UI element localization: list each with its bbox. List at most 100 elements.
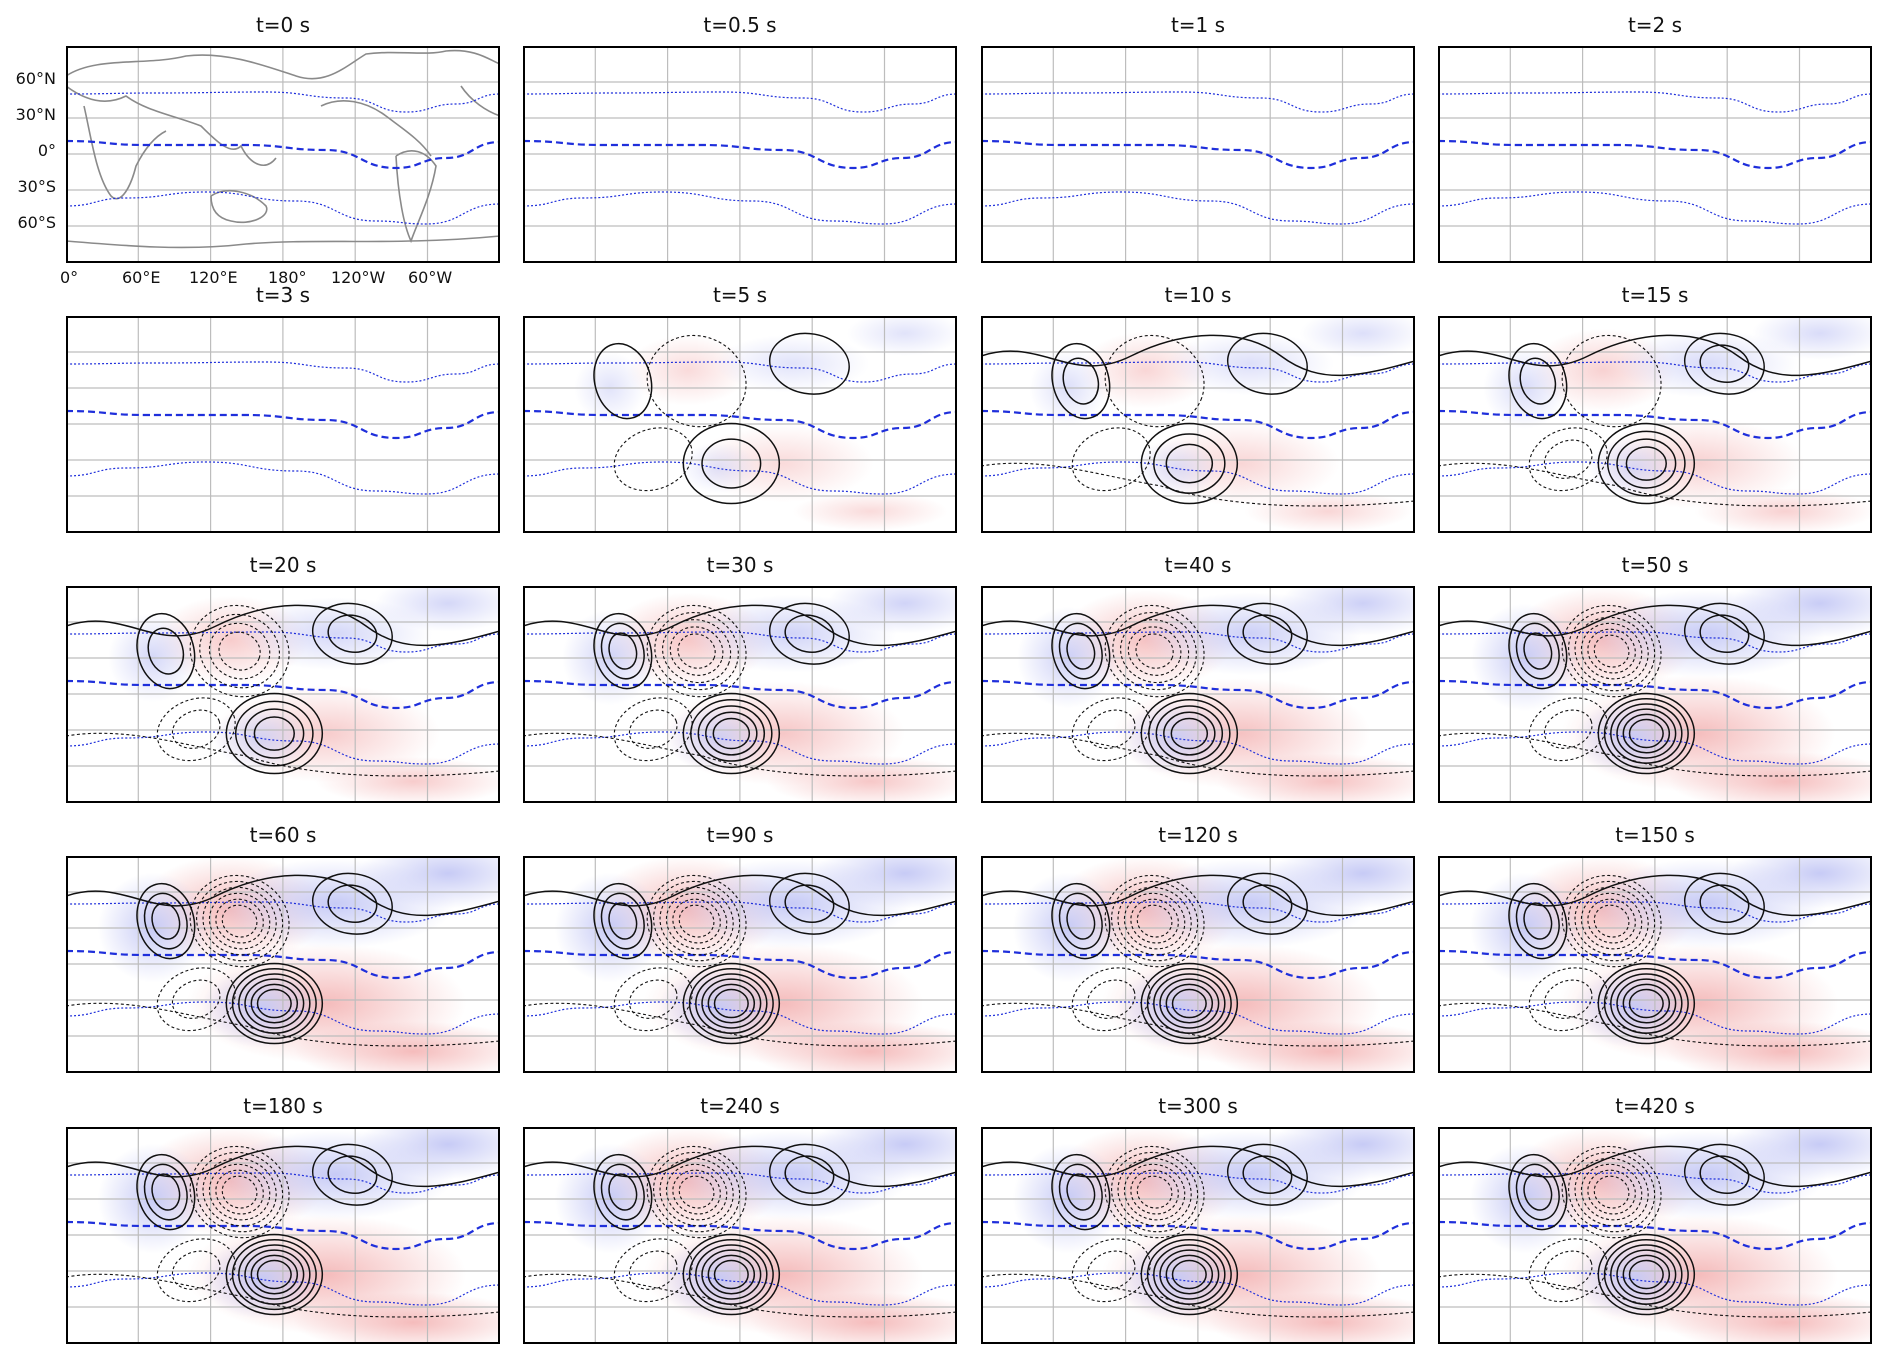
map-plot <box>523 316 957 533</box>
solid-contour <box>1438 604 1872 647</box>
solid-contour <box>151 902 181 940</box>
graticule-grid <box>523 316 957 533</box>
lon-tick-60e: 60°E <box>122 268 161 287</box>
solid-contour <box>225 962 324 1045</box>
solid-contour <box>1438 1145 1872 1188</box>
panel-title: t=60 s <box>249 823 317 847</box>
solid-contour <box>1597 692 1696 775</box>
solid-contour <box>1165 1254 1214 1295</box>
solid-contour <box>1610 703 1683 764</box>
solid-contour <box>1515 892 1560 950</box>
reference-lines <box>66 91 500 225</box>
dashed-contour <box>1568 610 1656 692</box>
lower-reference-line <box>523 461 957 495</box>
dashed-contour <box>1086 979 1136 1019</box>
central-reference-line <box>523 139 957 170</box>
solid-contour <box>1153 973 1226 1034</box>
central-reference-line <box>1438 409 1872 440</box>
lat-tick-0: 0° <box>37 141 56 160</box>
map-plot <box>66 856 500 1073</box>
dashed-contour <box>1543 979 1593 1019</box>
map-plot <box>523 46 957 263</box>
lower-reference-line <box>1438 731 1872 765</box>
solid-contour <box>695 1244 768 1305</box>
solid-contour <box>1438 334 1872 377</box>
lon-tick-0: 0° <box>60 268 79 287</box>
solid-contour <box>66 1145 500 1188</box>
panel-title: t=15 s <box>1621 283 1689 307</box>
panel-frame <box>981 46 1415 263</box>
solid-contour <box>1163 711 1216 756</box>
panel-14: t=120 s <box>981 823 1415 1073</box>
solid-contour <box>1170 717 1209 750</box>
panel-frame <box>523 586 957 803</box>
solid-contour <box>1628 1259 1664 1290</box>
dashed-contour <box>66 1273 500 1318</box>
dashed-contour <box>208 892 271 950</box>
panel-0: t=0 s <box>66 13 500 263</box>
dashed-contour <box>981 1273 1415 1318</box>
negative-anomaly-shading <box>1751 316 1872 360</box>
dashed-contour <box>1123 892 1186 950</box>
solid-contour <box>608 632 638 670</box>
solid-contour <box>1146 968 1232 1040</box>
dashed-contour <box>981 462 1415 507</box>
solid-contour <box>231 1239 317 1311</box>
lower-reference-line <box>1438 1001 1872 1035</box>
negative-anomaly-shading <box>846 316 957 356</box>
panel-title: t=10 s <box>1164 283 1232 307</box>
solid-contour <box>234 700 314 767</box>
solid-contour <box>1058 1163 1103 1221</box>
solid-contour <box>1610 1244 1683 1305</box>
solid-contour <box>713 988 749 1019</box>
solid-contour <box>682 692 781 775</box>
solid-contour <box>981 874 1415 917</box>
solid-contour <box>593 1153 653 1231</box>
dashed-contour <box>1528 967 1608 1032</box>
solid-contour <box>327 884 378 924</box>
central-reference-line <box>66 409 500 440</box>
reference-lines <box>981 91 1415 225</box>
solid-contour <box>713 1259 749 1290</box>
dashed-contour <box>613 967 693 1032</box>
central-reference-line <box>1438 679 1872 710</box>
solid-contour <box>1051 882 1111 960</box>
map-plot <box>1438 316 1872 533</box>
solid-contour <box>1051 1153 1111 1231</box>
dashed-contour <box>1071 697 1151 762</box>
solid-contour <box>1051 612 1111 690</box>
panel-6: t=10 s <box>981 283 1415 533</box>
panel-12: t=60 s <box>66 823 500 1073</box>
upper-reference-line <box>523 91 957 113</box>
dashed-contour <box>665 1163 728 1221</box>
solid-contour <box>1159 978 1220 1029</box>
lower-reference-line <box>523 731 957 765</box>
solid-contour <box>608 1173 638 1211</box>
solid-contour <box>143 1163 188 1221</box>
map-plot <box>66 316 500 533</box>
dashed-contour <box>523 732 957 777</box>
central-reference-line <box>66 949 500 980</box>
dashed-contour <box>523 1002 957 1047</box>
dashed-contour <box>1580 1163 1643 1221</box>
contours <box>523 1143 957 1318</box>
solid-contour <box>1616 978 1677 1029</box>
dashed-contour <box>202 1157 277 1227</box>
solid-contour <box>1515 622 1560 680</box>
panel-frame <box>981 856 1415 1073</box>
panel-1: t=0.5 s <box>523 13 957 263</box>
dashed-contour <box>981 1002 1415 1047</box>
solid-contour <box>1622 1254 1671 1295</box>
map-plot <box>1438 856 1872 1073</box>
negative-anomaly-shading <box>1272 856 1415 909</box>
solid-contour <box>1597 962 1696 1045</box>
dashed-contour <box>1071 1238 1151 1303</box>
upper-reference-line <box>981 91 1415 113</box>
solid-contour <box>523 874 957 917</box>
map-plot <box>66 46 500 263</box>
dashed-contour <box>1117 1157 1192 1227</box>
negative-anomaly-shading <box>1165 332 1335 396</box>
solid-contour <box>1171 988 1207 1019</box>
solid-contour <box>1058 622 1103 680</box>
solid-contour <box>1159 1249 1220 1300</box>
